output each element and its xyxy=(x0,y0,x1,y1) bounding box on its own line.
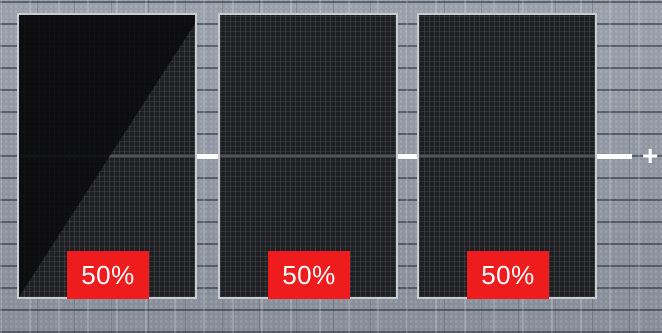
solar-panel-1: 50% xyxy=(17,13,197,299)
solar-panel-3: 50% xyxy=(417,13,597,299)
efficiency-badge: 50% xyxy=(67,251,149,299)
positive-terminal-icon: + xyxy=(642,140,659,171)
efficiency-badge: 50% xyxy=(467,251,549,299)
efficiency-badge: 50% xyxy=(268,251,350,299)
panel-shadow xyxy=(19,15,195,297)
connection-wire xyxy=(398,154,417,159)
connection-wire xyxy=(197,154,218,159)
connection-wire xyxy=(597,154,632,159)
solar-panel-2: 50% xyxy=(218,13,398,299)
